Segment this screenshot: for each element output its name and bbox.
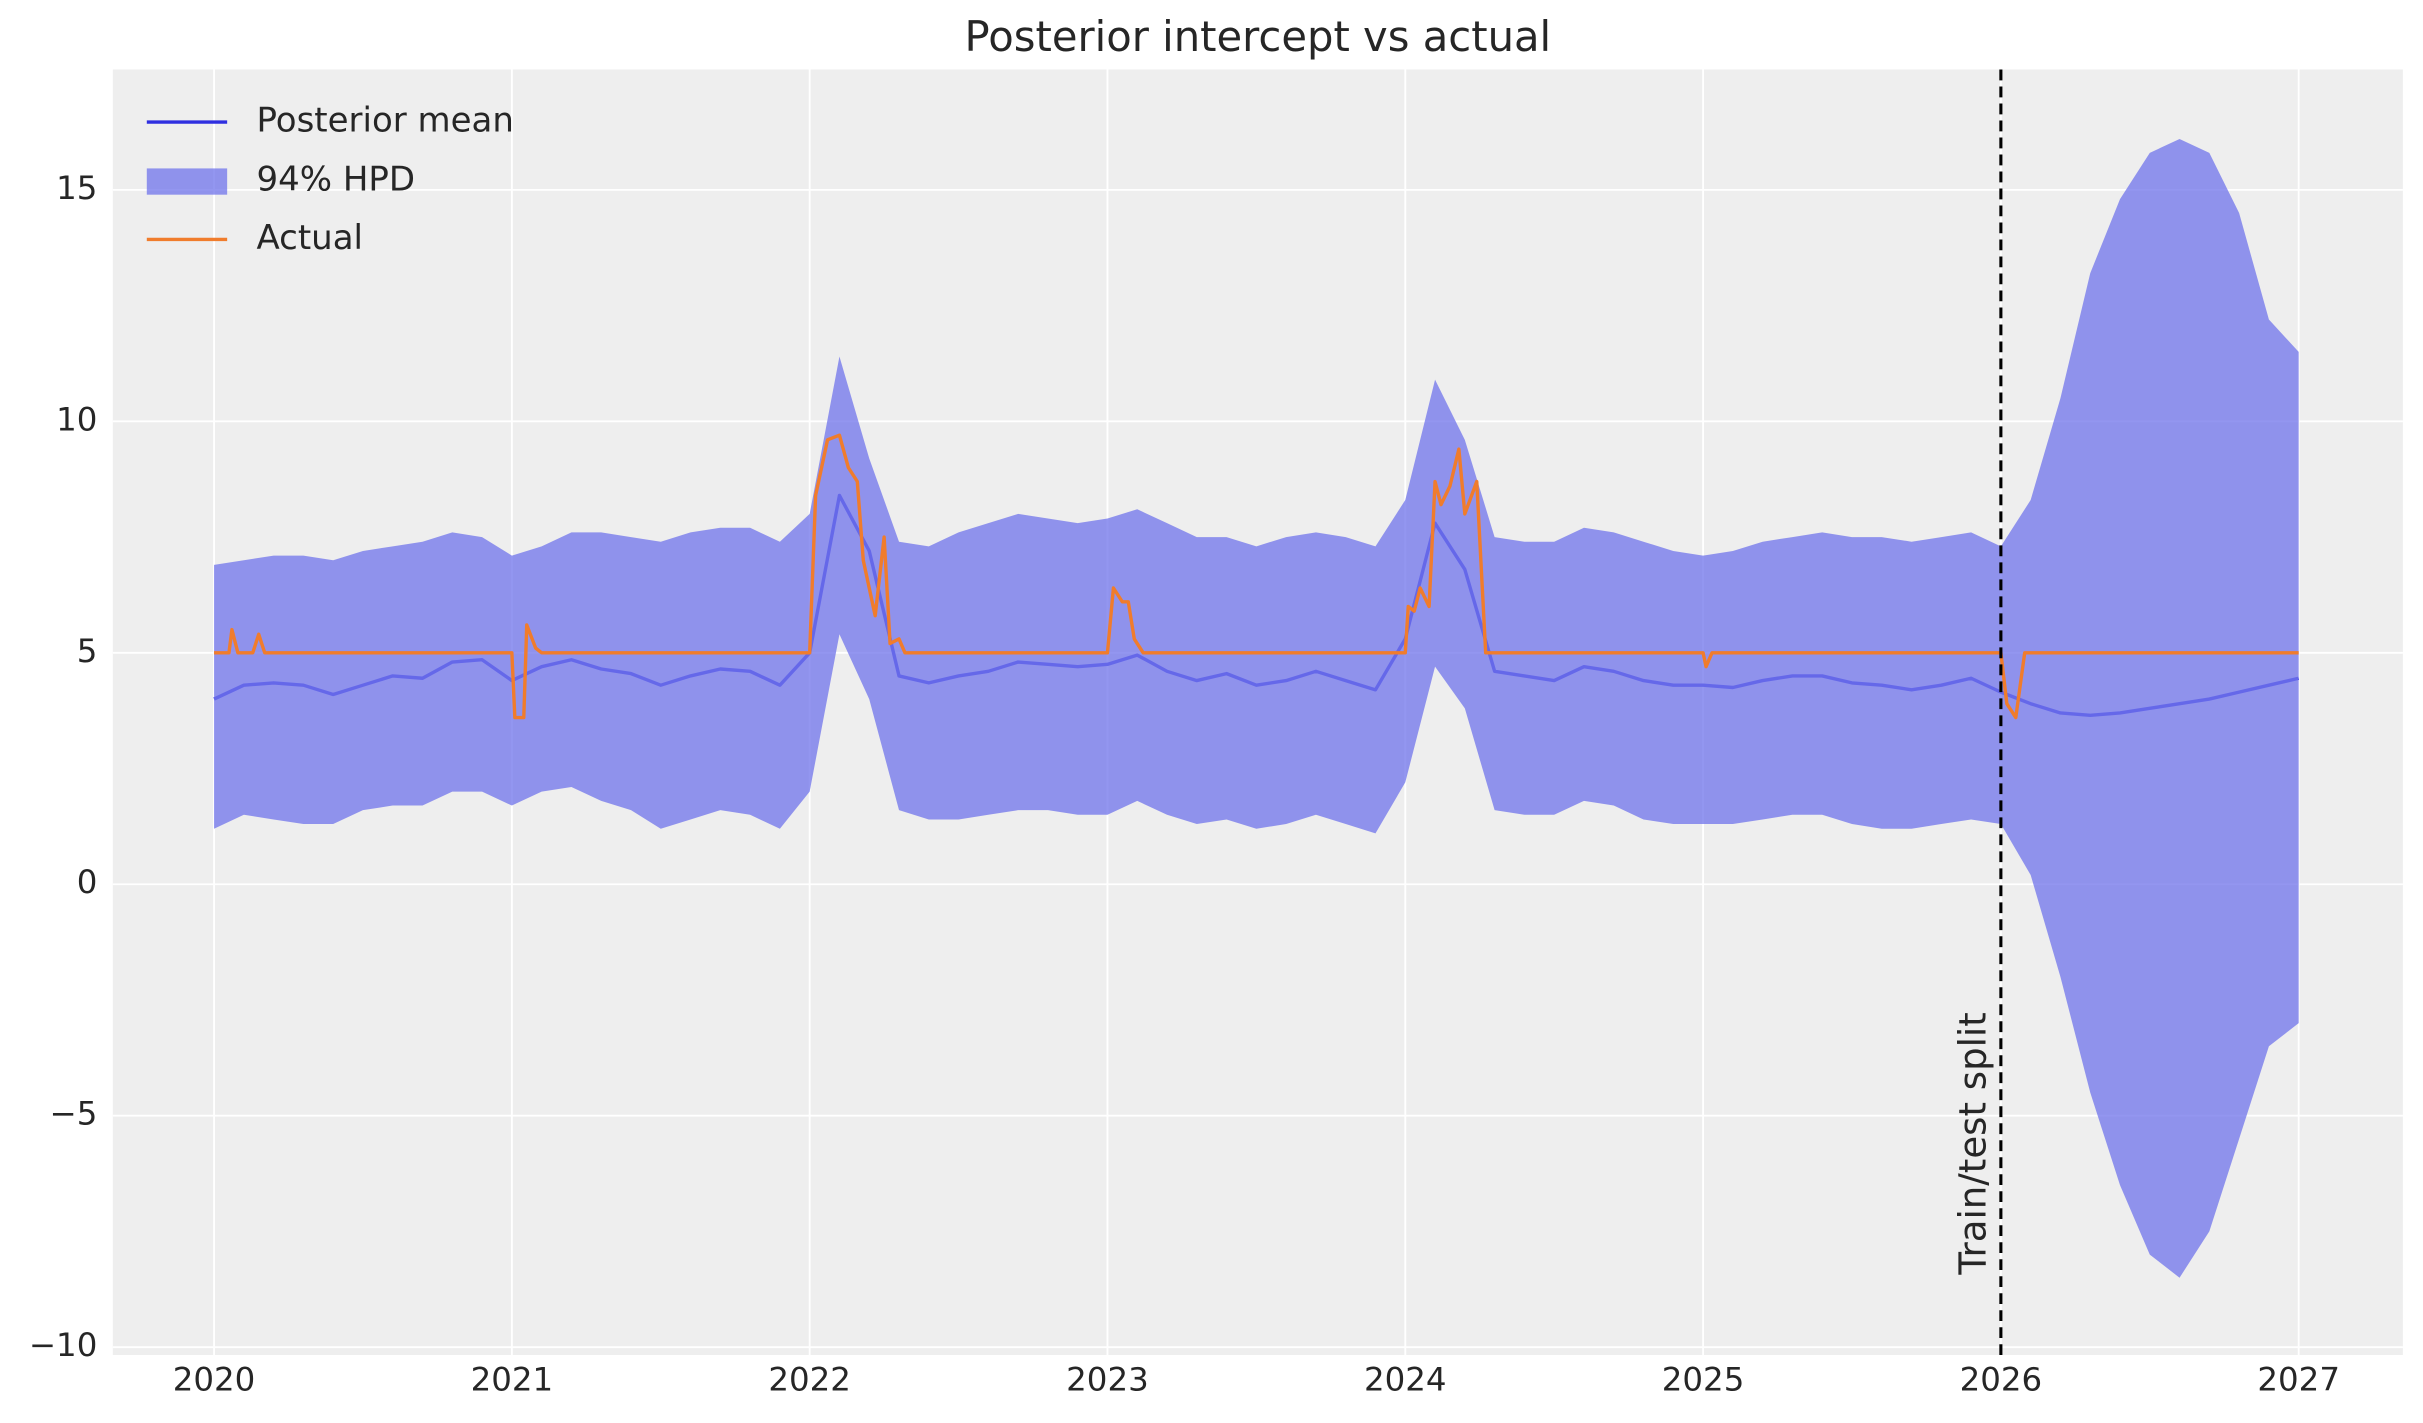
y-tick-label: 0 — [77, 863, 98, 901]
x-tick-label: 2024 — [1364, 1360, 1447, 1398]
legend-swatch — [146, 168, 228, 195]
y-tick-label: 5 — [77, 632, 98, 670]
hpd-band — [214, 138, 2299, 1278]
legend-label: 94% HPD — [257, 159, 416, 199]
x-tick-label: 2026 — [1960, 1360, 2043, 1398]
series-line — [214, 433, 2299, 720]
y-tick-label: −5 — [50, 1095, 98, 1133]
chart-title: Posterior intercept vs actual — [965, 12, 1552, 61]
x-tick-label: 2023 — [1066, 1360, 1149, 1398]
y-tick-label: 10 — [56, 400, 97, 438]
x-tick-label: 2027 — [2257, 1360, 2340, 1398]
x-tick-label: 2022 — [768, 1360, 851, 1398]
x-tick-label: 2020 — [173, 1360, 256, 1398]
y-tick-label: 15 — [56, 169, 97, 207]
x-tick-label: 2025 — [1662, 1360, 1745, 1398]
annotation: Train/test split — [1951, 1012, 1994, 1275]
y-tick-label: −10 — [29, 1326, 97, 1364]
x-tick-label: 2021 — [471, 1360, 554, 1398]
legend-label: Posterior mean — [257, 101, 514, 141]
legend-label: Actual — [257, 218, 363, 258]
